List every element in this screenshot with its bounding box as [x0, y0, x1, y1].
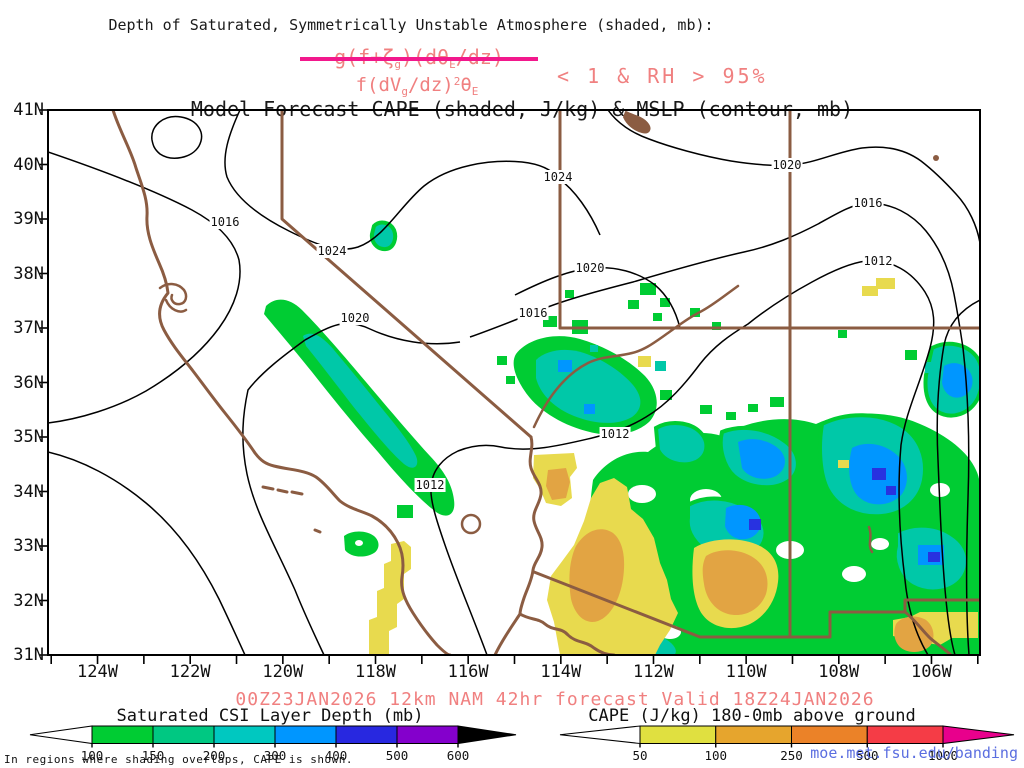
lake-dot [933, 155, 939, 161]
great-salt-lake [623, 111, 651, 134]
site-url-link[interactable]: moe.met.fsu.edu/banding [810, 744, 1018, 762]
sf-bay [158, 282, 188, 313]
cape-bar-tick-50: 50 [632, 748, 648, 763]
csi-bar-tick-600: 600 [446, 748, 470, 763]
channel-islands [261, 485, 322, 534]
csi-bar-tick-400: 400 [324, 748, 348, 763]
csi-bar-tick-150: 150 [141, 748, 165, 763]
page-title: Depth of Saturated, Symmetrically Unstab… [108, 16, 714, 34]
csi-shading-layer [264, 220, 980, 655]
cape-colorbar-title: CAPE (J/kg) 180-0mb above ground [588, 706, 916, 726]
csi-colorbar [29, 725, 517, 748]
salton-sea [460, 513, 482, 535]
axis-ticks [39, 109, 979, 664]
cape-shading-layer [369, 278, 978, 655]
sonora-coast [518, 612, 616, 655]
formula-denominator: f(dVg/dz)2θE [355, 74, 479, 98]
cape-bar-tick-500: 500 [855, 748, 879, 763]
state-border-ca-nv [280, 110, 533, 439]
colorado-river-border [518, 435, 544, 616]
mexico-border [532, 570, 980, 639]
cape-colorbar [559, 725, 1015, 748]
cape-bar-tick-100: 100 [704, 748, 728, 763]
forecast-valid-line: 00Z23JAN2026 12km NAM 42hr forecast Vali… [235, 689, 875, 710]
csi-bar-tick-200: 200 [202, 748, 226, 763]
coastline [111, 110, 452, 655]
colorado-river-az [532, 284, 740, 429]
rio-grande-stub [867, 525, 874, 554]
csi-bar-tick-300: 300 [263, 748, 287, 763]
overlap-note: In regions where shading overlaps, CAPE … [4, 753, 354, 766]
rio-grande [903, 610, 954, 655]
colorbars [29, 725, 1015, 748]
cape-bar-tick-250: 250 [780, 748, 803, 763]
csi-bar-tick-100: 100 [80, 748, 104, 763]
formula-condition: < 1 & RH > 95% [557, 64, 768, 88]
cape-bar-tick-1000: 1000 [927, 748, 959, 763]
baja-gulf-west [493, 612, 522, 655]
geography-layer [111, 110, 980, 655]
formula-fraction-bar [300, 57, 538, 61]
csi-colorbar-title: Saturated CSI Layer Depth (mb) [116, 706, 424, 726]
csi-bar-tick-500: 500 [385, 748, 409, 763]
